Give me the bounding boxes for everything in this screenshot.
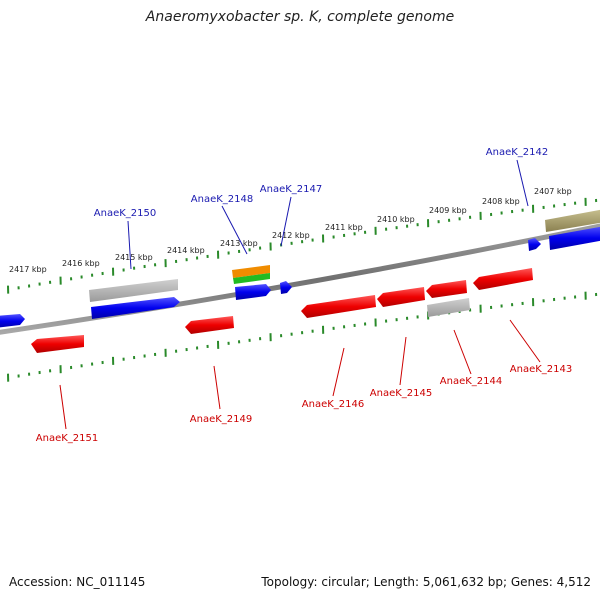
inner-tick-ring xyxy=(7,291,598,382)
gene-label-reverse[interactable]: AnaeK_2143 xyxy=(510,364,572,375)
leader-line xyxy=(399,336,407,386)
gene-labels: AnaeK_2150 AnaeK_2148 AnaeK_2147 AnaeK_2… xyxy=(36,147,572,444)
tick-label: 2415 kbp xyxy=(115,253,153,262)
gene-arrow-forward[interactable] xyxy=(528,238,541,251)
gene-feature-orange[interactable] xyxy=(232,265,270,278)
leader-line xyxy=(332,347,345,397)
gene-arrow-forward[interactable] xyxy=(0,314,25,328)
gene-label-forward[interactable]: AnaeK_2148 xyxy=(191,194,253,205)
gene-arrow-reverse[interactable] xyxy=(185,316,234,334)
gene-arrow-reverse[interactable] xyxy=(426,280,467,298)
leader-line xyxy=(453,329,472,375)
gene-arrow-reverse[interactable] xyxy=(301,295,376,318)
tick-label: 2413 kbp xyxy=(220,239,258,248)
gene-arrow-forward[interactable] xyxy=(235,284,271,300)
gene-pseudo-gray[interactable] xyxy=(427,298,470,317)
tick-label: 2411 kbp xyxy=(325,223,363,232)
gene-label-forward[interactable]: AnaeK_2150 xyxy=(94,208,156,219)
gene-label-reverse[interactable]: AnaeK_2151 xyxy=(36,433,98,444)
gene-arrow-reverse[interactable] xyxy=(31,335,84,353)
tick-label: 2408 kbp xyxy=(482,197,520,206)
gene-arrow-forward[interactable] xyxy=(549,226,600,250)
tick-label: 2407 kbp xyxy=(534,187,572,196)
gene-label-reverse[interactable]: AnaeK_2146 xyxy=(302,399,364,410)
outer-tick-ring xyxy=(7,197,598,294)
gene-label-reverse[interactable]: AnaeK_2149 xyxy=(190,414,252,425)
gene-pseudo-gray[interactable] xyxy=(89,279,178,302)
gene-pseudo-olive[interactable] xyxy=(545,209,600,232)
accession-text: Accession: NC_011145 xyxy=(9,575,146,589)
leader-line xyxy=(280,196,292,247)
gene-label-forward[interactable]: AnaeK_2142 xyxy=(486,147,548,158)
gene-label-reverse[interactable]: AnaeK_2145 xyxy=(370,388,432,399)
leader-line xyxy=(127,220,132,270)
leader-line xyxy=(509,319,541,363)
tick-label: 2416 kbp xyxy=(62,259,100,268)
genome-title: Anaeromyxobacter sp. K, complete genome xyxy=(145,9,455,25)
gene-arrow-reverse[interactable] xyxy=(473,268,533,290)
tick-label: 2417 kbp xyxy=(9,265,47,274)
reverse-genes xyxy=(31,268,533,353)
tick-label: 2410 kbp xyxy=(377,215,415,224)
gene-label-reverse[interactable]: AnaeK_2144 xyxy=(440,376,502,387)
forward-genes xyxy=(0,209,600,328)
leader-line xyxy=(59,384,67,430)
tick-label: 2414 kbp xyxy=(167,246,205,255)
label-leaders xyxy=(59,159,541,430)
genome-backbone xyxy=(0,223,600,335)
gene-label-forward[interactable]: AnaeK_2147 xyxy=(260,184,322,195)
gene-arrow-forward[interactable] xyxy=(280,281,292,294)
tick-labels: 2417 kbp 2416 kbp 2415 kbp 2414 kbp 2413… xyxy=(9,187,572,274)
leader-line xyxy=(516,159,529,207)
leader-line xyxy=(213,365,221,410)
tick-label: 2412 kbp xyxy=(272,231,310,240)
genome-summary-text: Topology: circular; Length: 5,061,632 bp… xyxy=(261,575,591,589)
tick-label: 2409 kbp xyxy=(429,206,467,215)
gene-arrow-forward[interactable] xyxy=(91,297,180,319)
gene-arrow-reverse[interactable] xyxy=(377,287,425,307)
gene-feature-green[interactable] xyxy=(233,273,270,284)
leader-line xyxy=(221,205,248,255)
